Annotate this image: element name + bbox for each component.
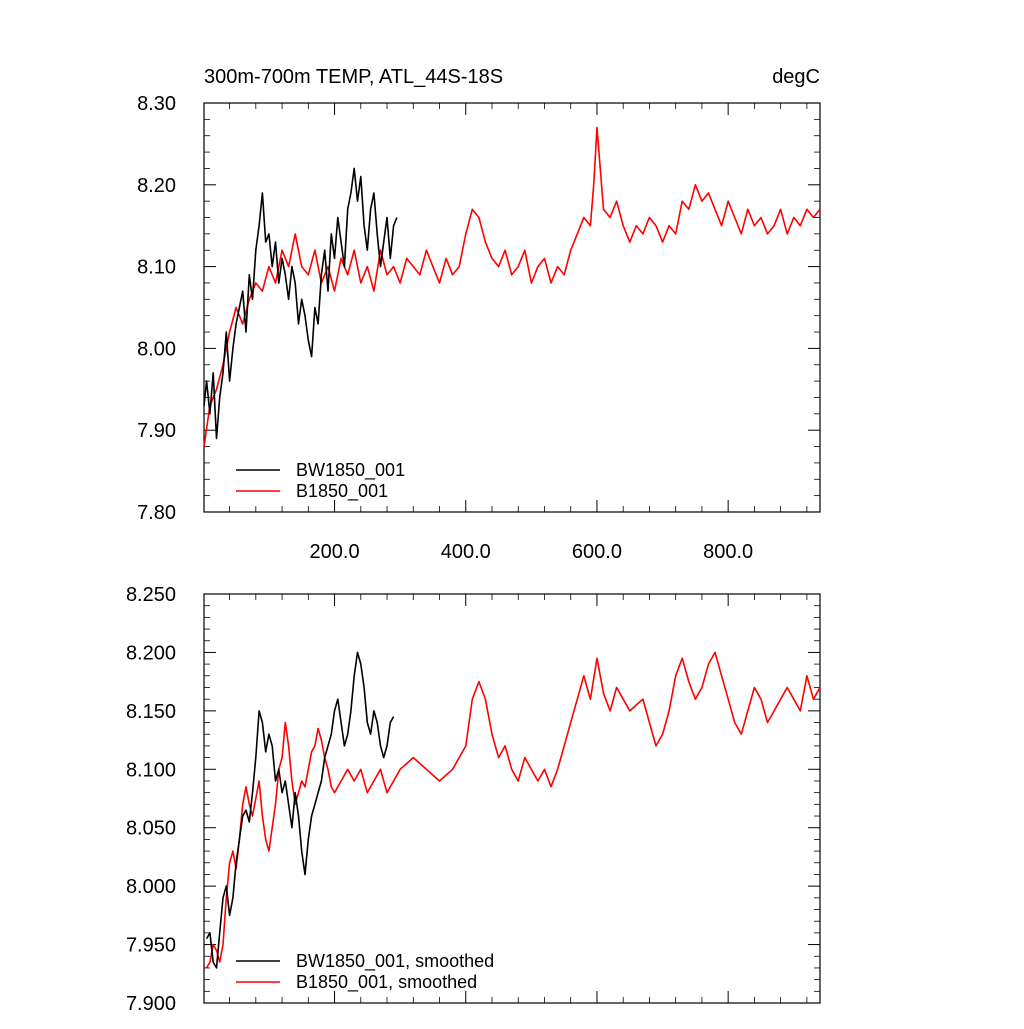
y-tick-label: 8.250 xyxy=(126,584,176,606)
x-tick-label: 600.0 xyxy=(572,541,622,563)
x-tick-label: 400.0 xyxy=(441,541,491,563)
y-tick-label: 7.950 xyxy=(126,935,176,957)
y-tick-label: 8.050 xyxy=(126,818,176,840)
plot-frame-2 xyxy=(203,593,821,1004)
x-tick-label: 800.0 xyxy=(703,541,753,563)
y-tick-label: 8.30 xyxy=(137,93,176,115)
legend-label: BW1850_001, smoothed xyxy=(296,951,494,972)
chart-units: degC xyxy=(772,66,820,88)
y-tick-label: 8.000 xyxy=(126,876,176,898)
series-line-bw1850-001 xyxy=(203,167,398,440)
chart-title: 300m-700m TEMP, ATL_44S-18S xyxy=(204,66,503,88)
legend-label: B1850_001 xyxy=(296,481,388,502)
y-tick-label: 7.900 xyxy=(126,993,176,1015)
y-tick-label: 7.90 xyxy=(137,420,176,442)
series-line-b1850-001-smoothed xyxy=(205,651,821,969)
series-line-b1850-001 xyxy=(203,126,821,447)
y-tick-label: 7.80 xyxy=(137,502,176,524)
y-tick-label: 8.20 xyxy=(137,175,176,197)
legend-label: B1850_001, smoothed xyxy=(296,972,477,993)
y-tick-label: 8.10 xyxy=(137,257,176,279)
y-tick-label: 8.150 xyxy=(126,701,176,723)
y-tick-label: 8.00 xyxy=(137,338,176,360)
x-tick-label: 200.0 xyxy=(310,541,360,563)
plot-frame-1 xyxy=(203,102,821,513)
y-tick-label: 8.100 xyxy=(126,759,176,781)
legend-label: BW1850_001 xyxy=(296,460,405,481)
y-tick-label: 8.200 xyxy=(126,642,176,664)
series-line-bw1850-001-smoothed xyxy=(205,651,395,969)
